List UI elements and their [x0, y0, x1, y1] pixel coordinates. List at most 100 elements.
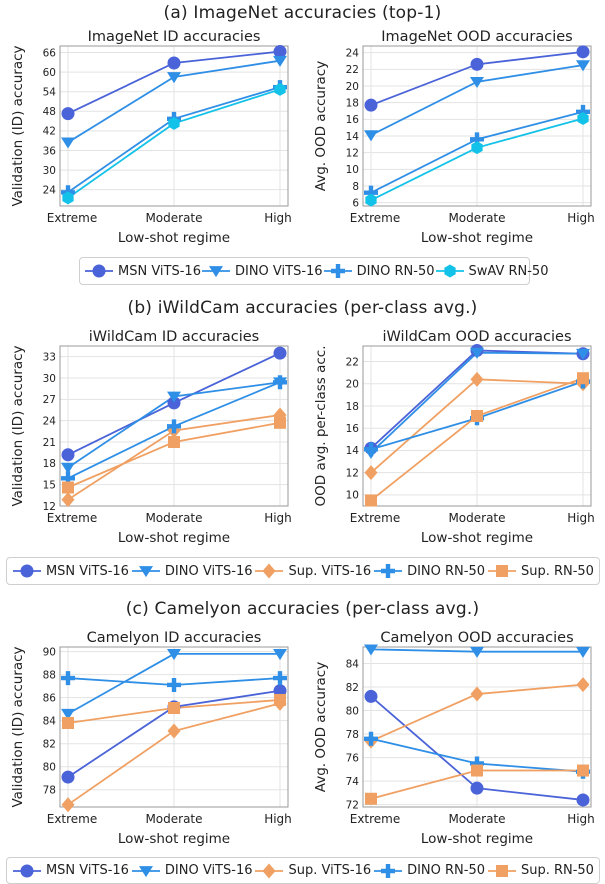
y-tick-label: 21	[43, 437, 56, 449]
legend-item-dino-vits-16: DINO ViTS-16	[131, 563, 253, 579]
y-tick-label: 12	[346, 147, 359, 159]
data-point-dino-rn-50	[167, 419, 181, 434]
y-tick-label: 30	[43, 373, 56, 385]
x-tick-label: High	[264, 211, 292, 225]
x-tick-label: Moderate	[145, 511, 202, 525]
x-tick-label: Moderate	[448, 211, 505, 225]
y-tick-label: 24	[43, 184, 57, 196]
data-point-dino-rn-50	[273, 671, 287, 686]
data-point-dino-rn-50	[470, 132, 484, 147]
x-axis-label: Low-shot regime	[118, 230, 230, 246]
y-tick-label: 66	[43, 47, 57, 59]
data-point-dino-vits-16	[61, 708, 75, 720]
y-tick-label: 16	[346, 423, 360, 435]
plus-icon	[330, 264, 345, 278]
data-point-sup-rn-50	[62, 481, 74, 494]
data-point-sup-rn-50	[365, 494, 377, 507]
x-axis-label: Low-shot regime	[421, 530, 533, 546]
section-title-camelyon: (c) Camelyon accuracies (per-class avg.)	[125, 599, 480, 619]
legend-label: MSN ViTS-16	[45, 563, 129, 579]
legend-label: MSN ViTS-16	[118, 263, 201, 279]
data-point-sup-vits-16	[167, 723, 181, 739]
data-point-dino-vits-16	[364, 644, 378, 656]
data-point-dino-vits-16	[576, 348, 590, 360]
data-point-sup-vits-16	[61, 492, 75, 508]
legend-camelyon: MSN ViTS-16 DINO ViTS-16 Sup. ViTS-16 DINO …	[6, 857, 600, 884]
x-tick-label: High	[567, 511, 595, 525]
x-axis-label: Low-shot regime	[118, 831, 230, 847]
legend-item-dino-rn-50: DINO RN-50	[323, 263, 435, 279]
legend-item-dino-vits-16: DINO ViTS-16	[201, 263, 323, 279]
y-tick-label: 18	[346, 401, 359, 413]
chart-title: ImageNet ID accuracies	[88, 29, 261, 45]
data-point-dino-rn-50	[167, 677, 181, 692]
y-tick-label: 20	[346, 81, 359, 93]
y-tick-label: 6	[352, 197, 359, 209]
y-tick-label: 88	[43, 669, 56, 681]
x-tick-label: Moderate	[145, 211, 202, 225]
y-tick-label: 24	[346, 47, 360, 59]
data-point-sup-vits-16	[364, 465, 378, 481]
triangle-marker-icon	[131, 566, 160, 578]
x-tick-label: High	[264, 812, 292, 826]
x-tick-label: High	[567, 812, 595, 826]
data-point-sup-rn-50	[471, 764, 483, 777]
y-tick-label: 82	[346, 682, 359, 694]
y-tick-label: 12	[43, 501, 56, 513]
chart-camelyon-id: Camelyon ID accuracies 78 80 82 84 86 88 90 Extr…	[10, 630, 292, 847]
chart-camelyon-ood: Camelyon OOD accuracies 72 74 76 78 80 82 84 Ext…	[313, 630, 595, 847]
legend-label: DINO ViTS-16	[234, 263, 323, 279]
data-point-dino-rn-50	[273, 375, 287, 390]
y-tick-label: 8	[352, 181, 359, 193]
chart-title: Camelyon OOD accuracies	[380, 630, 573, 646]
data-point-dino-rn-50	[576, 104, 590, 119]
data-point-swav-rn-50	[471, 141, 483, 155]
data-point-msn-vits-16	[364, 689, 378, 703]
y-tick-label: 80	[346, 705, 359, 717]
data-point-dino-rn-50	[470, 756, 484, 771]
data-point-dino-vits-16	[470, 76, 484, 89]
y-tick-label: 14	[346, 131, 360, 143]
y-tick-label: 22	[346, 64, 359, 76]
triangle-icon	[208, 266, 223, 278]
data-point-dino-vits-16	[273, 55, 287, 67]
data-point-sup-rn-50	[274, 416, 286, 429]
y-tick-label: 54	[43, 87, 57, 99]
plot-frame	[362, 45, 592, 207]
y-axis-label: OOD avg. per-class acc.	[313, 346, 329, 507]
square-icon	[495, 565, 508, 577]
legend-item-sup-rn-50: Sup. RN-50	[487, 563, 594, 579]
legend-label: MSN ViTS-16	[45, 863, 129, 878]
y-tick-label: 72	[346, 799, 359, 811]
legend-item-msn-vits-16: MSN ViTS-16	[84, 263, 201, 279]
data-point-dino-rn-50	[61, 671, 76, 686]
x-tick-label: Moderate	[448, 511, 505, 525]
plus-icon	[381, 863, 396, 878]
y-tick-label: 78	[346, 729, 359, 741]
y-tick-label: 84	[346, 658, 360, 670]
data-point-msn-vits-16	[61, 770, 75, 784]
data-point-sup-vits-16	[470, 371, 484, 387]
y-axis-label: Validation (ID) accuracy	[10, 345, 26, 506]
data-point-dino-vits-16	[470, 646, 484, 658]
chart-title: Camelyon ID accuracies	[87, 630, 262, 646]
data-point-sup-vits-16	[273, 407, 287, 423]
plot-frame	[59, 646, 289, 808]
data-point-swav-rn-50	[168, 116, 180, 130]
legend-item-swav-rn-50: SwAV RN-50	[435, 263, 548, 279]
plot-frame	[59, 345, 289, 507]
y-tick-label: 36	[43, 145, 57, 157]
y-tick-label: 60	[43, 67, 56, 79]
data-point-msn-vits-16	[470, 781, 484, 795]
circle-icon	[20, 864, 34, 877]
x-tick-label: High	[264, 511, 292, 525]
square-marker-icon	[487, 864, 516, 877]
legend-label: Sup. RN-50	[520, 863, 594, 878]
data-point-swav-rn-50	[274, 82, 286, 96]
legend-label: DINO RN-50	[407, 863, 485, 878]
y-tick-label: 10	[346, 164, 359, 176]
y-tick-label: 80	[43, 762, 56, 774]
y-tick-label: 15	[43, 479, 56, 491]
data-point-dino-rn-50	[61, 471, 76, 486]
data-point-dino-vits-16	[364, 130, 378, 142]
